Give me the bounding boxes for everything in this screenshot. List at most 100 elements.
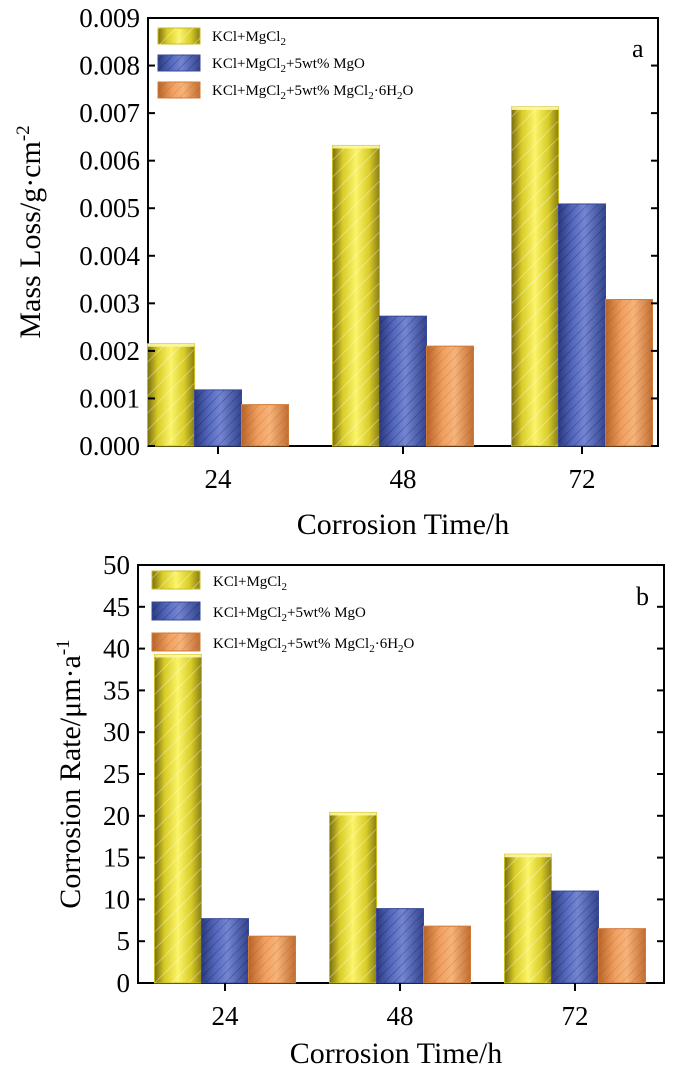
bar-hatch [376, 908, 424, 983]
y-tick-label: 0.002 [79, 336, 140, 366]
x-tick-label: 48 [390, 464, 417, 494]
bar-hatch [201, 918, 249, 983]
bar-top-highlight [154, 654, 202, 658]
bar [379, 315, 427, 447]
panel-b: 0 5 10 15 20 25 30 35 40 45 50 24 48 72 b Corrosion … [53, 550, 665, 1070]
bar-hatch [154, 654, 202, 983]
legend-label: KCl+MgCl2+5wt% MgCl2·6H2O [212, 83, 414, 102]
legend-swatch-hatch [158, 82, 200, 98]
bar [605, 299, 653, 447]
y-tick-label: 40 [103, 634, 130, 664]
legend-label: KCl+MgCl2+5wt% MgO [213, 605, 366, 624]
y-tick-label: 30 [103, 717, 130, 747]
legend-item: KCl+MgCl2+5wt% MgCl2·6H2O [157, 81, 414, 102]
y-tick-label: 10 [103, 884, 130, 914]
bar-hatch [551, 891, 599, 983]
bar-top-highlight [329, 812, 377, 816]
bar [376, 908, 424, 984]
y-tick-label: 25 [103, 759, 130, 789]
panel-label: b [636, 582, 649, 611]
bar-hatch [241, 404, 289, 446]
x-axis: 24 48 72 [212, 983, 589, 1031]
legend-item: KCl+MgCl2+5wt% MgCl2·6H2O [151, 632, 415, 655]
y-axis-title-text: Corrosion Rate/μm·a [54, 655, 87, 909]
y-tick-label: 45 [103, 592, 130, 622]
y-tick-label: 0.007 [79, 98, 140, 128]
x-axis: 24 48 72 [205, 446, 596, 494]
bar-top-highlight [511, 106, 559, 110]
bar-hatch [423, 926, 471, 983]
bar [154, 653, 202, 984]
y-axis-title: Corrosion Rate/μm·a-1 [53, 639, 87, 908]
bar-hatch [379, 316, 427, 446]
legend-item: KCl+MgCl2 [157, 27, 286, 48]
bar [504, 853, 552, 984]
y-tick-label: 0.001 [79, 383, 140, 413]
y-tick-label: 0.009 [79, 3, 140, 33]
bar-hatch [511, 106, 559, 446]
y-tick-label: 35 [103, 675, 130, 705]
legend-swatch-hatch [152, 633, 200, 651]
legend-label: KCl+MgCl2+5wt% MgCl2·6H2O [213, 636, 415, 655]
legend-label: KCl+MgCl2+5wt% MgO [212, 56, 365, 75]
bar [241, 404, 289, 447]
bar-hatch [194, 389, 242, 446]
panel-label: a [632, 34, 644, 63]
legend-item: KCl+MgCl2+5wt% MgO [151, 601, 366, 624]
bar-hatch [147, 343, 195, 446]
x-tick-label: 24 [212, 1001, 240, 1031]
bar-hatch [558, 203, 606, 446]
y-axis-title: Mass Loss/g·cm-2 [13, 125, 47, 338]
panel-a: 0.000 0.001 0.002 0.003 0.004 0.005 0.006 0.007… [13, 3, 659, 541]
y-tick-label: 15 [103, 843, 130, 873]
y-axis-title-sup: -2 [13, 125, 34, 141]
y-tick-label: 20 [103, 801, 130, 831]
bar-top-highlight [504, 854, 552, 858]
y-tick-label: 0.005 [79, 193, 140, 223]
bar-hatch [598, 928, 646, 983]
bar [558, 203, 606, 447]
legend-item: KCl+MgCl2+5wt% MgO [157, 54, 365, 75]
y-tick-label: 0 [117, 968, 131, 998]
legend-swatch-hatch [152, 602, 200, 620]
bar-top-highlight [147, 343, 195, 347]
x-tick-label: 48 [387, 1001, 414, 1031]
x-tick-label: 72 [569, 464, 596, 494]
bar-hatch [329, 812, 377, 983]
bar [551, 890, 599, 984]
x-axis-title: Corrosion Time/h [290, 1037, 503, 1070]
legend-label: KCl+MgCl2 [213, 574, 287, 593]
bar-group [154, 653, 646, 984]
y-tick-label: 50 [103, 550, 130, 580]
y-axis: 0.000 0.001 0.002 0.003 0.004 0.005 0.006 0.007… [79, 3, 658, 461]
y-tick-label: 0.006 [79, 146, 140, 176]
legend: KCl+MgCl2 KCl+MgCl2+5wt% MgO KCl+MgCl2+5wt… [151, 570, 415, 655]
legend-item: KCl+MgCl2 [151, 570, 287, 593]
bar [201, 918, 249, 984]
bar-top-highlight [332, 145, 380, 149]
bar [194, 389, 242, 447]
x-axis-title: Corrosion Time/h [297, 508, 510, 541]
bar [423, 925, 471, 984]
y-tick-label: 0.000 [79, 431, 140, 461]
legend-label: KCl+MgCl2 [212, 29, 286, 48]
bar-group [147, 106, 653, 447]
y-axis-title-sup: -1 [53, 639, 74, 655]
bar-hatch [248, 936, 296, 983]
bar [329, 811, 377, 984]
legend-swatch-hatch [158, 55, 200, 71]
y-axis-title-text: Mass Loss/g·cm [14, 141, 47, 339]
legend-swatch-hatch [158, 28, 200, 44]
y-axis: 0 5 10 15 20 25 30 35 40 45 50 [103, 550, 664, 998]
y-tick-label: 0.003 [79, 288, 140, 318]
bar [147, 343, 195, 447]
bar [248, 935, 296, 984]
y-tick-label: 0.008 [79, 51, 140, 81]
bar [332, 144, 380, 447]
bar [511, 106, 559, 447]
legend: KCl+MgCl2 KCl+MgCl2+5wt% MgO KCl+MgCl2+5wt… [157, 27, 414, 102]
bar-hatch [504, 854, 552, 983]
legend-swatch-hatch [152, 571, 200, 589]
bar-hatch [605, 299, 653, 446]
